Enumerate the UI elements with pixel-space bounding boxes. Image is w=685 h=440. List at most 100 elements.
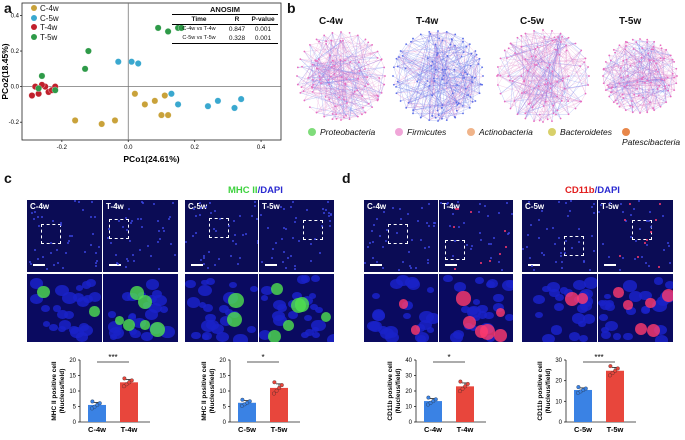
- network-node: [395, 57, 398, 60]
- y-tick-label: 20: [69, 358, 76, 364]
- network-edge: [434, 80, 466, 89]
- nucleus: [623, 332, 633, 341]
- network-edge: [340, 60, 345, 118]
- nucleus-dot: [68, 239, 71, 242]
- network-node: [340, 119, 342, 121]
- network-node: [371, 43, 374, 46]
- network-node: [530, 55, 533, 58]
- network-node: [419, 116, 422, 119]
- nucleus-dot: [241, 234, 244, 236]
- network-edge: [346, 59, 382, 104]
- nucleus: [261, 286, 273, 296]
- nucleus-dot: [381, 266, 384, 269]
- network-node: [343, 116, 345, 119]
- network-title: C-4w: [319, 16, 343, 27]
- network-title: C-5w: [520, 16, 544, 27]
- nucleus-dot: [282, 260, 285, 263]
- network-node: [445, 30, 448, 33]
- network-edge: [441, 81, 473, 109]
- nucleus-dot: [310, 243, 313, 246]
- network-node: [378, 77, 381, 79]
- y-tick-label: -0.2: [9, 120, 20, 126]
- network-edge: [510, 45, 567, 109]
- network-node: [405, 43, 408, 46]
- network-edge: [533, 30, 547, 80]
- y-axis-label: MHC II positive cell: [51, 361, 58, 420]
- network-edge: [316, 39, 327, 42]
- bar: [606, 370, 624, 422]
- nucleus-dot: [508, 231, 511, 234]
- nucleus-dot: [528, 200, 530, 203]
- nucleus: [385, 332, 399, 342]
- network-node: [640, 56, 643, 59]
- network-edge: [357, 90, 363, 97]
- network-edge: [605, 61, 627, 111]
- network-edge: [510, 43, 562, 101]
- nucleus-dot: [522, 247, 525, 250]
- network-edge: [630, 83, 677, 107]
- nucleus-dot: [368, 241, 371, 244]
- network-edge: [668, 85, 675, 91]
- network-edge: [462, 44, 470, 107]
- y-axis-label: (Nucleus/field): [209, 369, 216, 414]
- nucleus-dot: [619, 255, 622, 258]
- nucleus: [107, 321, 123, 334]
- cd11b-positive-cell: [494, 329, 507, 342]
- data-point: [247, 399, 252, 404]
- network-node: [344, 83, 347, 86]
- network-edge: [539, 80, 563, 121]
- network-edge: [534, 64, 563, 82]
- network-edge: [345, 84, 369, 104]
- network-edge: [300, 59, 358, 117]
- network-node: [555, 113, 557, 116]
- network-edge: [296, 75, 358, 117]
- mhc-ii-positive-cell: [89, 306, 100, 317]
- network-node: [546, 81, 549, 84]
- nucleus-dot: [582, 261, 585, 264]
- network-edge: [647, 58, 661, 81]
- network-node: [625, 84, 628, 87]
- nucleus: [151, 289, 163, 298]
- nucleus-dot: [449, 224, 452, 227]
- data-point: [134, 60, 142, 67]
- network-edge: [533, 50, 582, 122]
- data-point: [615, 366, 620, 371]
- x-axis-label: PCo1(24.61%): [123, 154, 179, 164]
- network-edge: [557, 100, 569, 111]
- x-tick-label: T-4w: [457, 425, 474, 434]
- network-node: [606, 84, 609, 87]
- nucleus-dot: [409, 266, 412, 269]
- anosim-table: ANOSIM Time R P-value C-4w vs T-4w 0.847…: [172, 5, 278, 44]
- network-node: [311, 90, 314, 93]
- nucleus-dot: [36, 257, 39, 260]
- network-node: [507, 47, 510, 50]
- nucleus-dot: [408, 265, 411, 268]
- network-edge: [510, 43, 553, 72]
- network-edge: [406, 54, 438, 108]
- nucleus-dot: [533, 269, 536, 272]
- network-node: [344, 82, 347, 85]
- network-edge: [660, 90, 669, 107]
- network-edge: [381, 59, 385, 68]
- network-node: [602, 67, 605, 70]
- nucleus-dot: [546, 228, 549, 231]
- network-node: [397, 56, 400, 58]
- nucleus: [54, 285, 69, 297]
- network-edge: [406, 103, 459, 108]
- network-node: [344, 59, 346, 62]
- nucleus-dot: [410, 239, 413, 242]
- network-edge: [316, 39, 373, 46]
- network-node: [331, 59, 334, 62]
- nucleus: [551, 325, 563, 335]
- network-edge: [510, 50, 567, 109]
- network-node: [656, 88, 659, 90]
- network-edge: [301, 86, 378, 101]
- network-node: [607, 86, 610, 88]
- network-legend-item: Patescibacteria: [622, 127, 680, 147]
- nucleus: [216, 331, 229, 342]
- network-node: [499, 74, 502, 77]
- data-point: [85, 47, 92, 55]
- network-node: [629, 105, 632, 107]
- nucleus: [573, 280, 586, 291]
- nucleus: [554, 303, 565, 312]
